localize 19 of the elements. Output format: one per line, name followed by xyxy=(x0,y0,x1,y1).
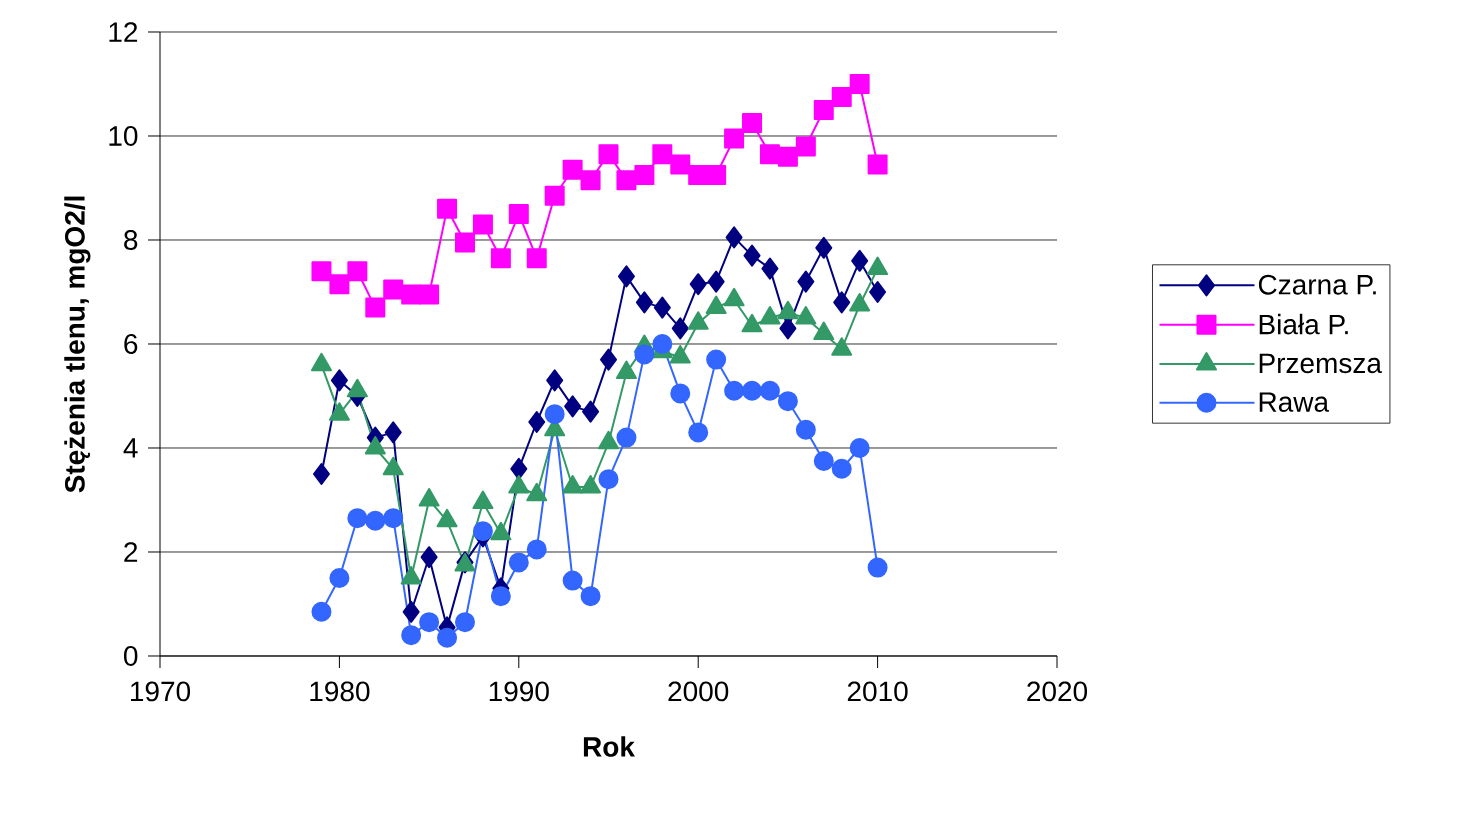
x-tick-label: 1990 xyxy=(489,681,549,702)
legend-label: Rawa xyxy=(1259,392,1330,412)
y-tick-label: 4 xyxy=(123,438,138,458)
legend-label: Przemsza xyxy=(1259,353,1382,374)
x-axis-title: Rok xyxy=(583,736,635,757)
x-tick-label: 1970 xyxy=(131,681,191,702)
x-tick-label: 2000 xyxy=(668,681,729,702)
x-tick-label: 1980 xyxy=(310,681,370,702)
y-tick-label: 12 xyxy=(109,22,138,42)
legend-label: Czarna P. xyxy=(1258,274,1376,295)
x-tick-label: 2010 xyxy=(847,681,908,702)
legend-label: Biała P. xyxy=(1259,313,1348,335)
y-tick-label: 8 xyxy=(124,230,138,250)
y-tick-label: 2 xyxy=(124,542,138,562)
y-axis-title: Stężenia tlenu, mgO2/l xyxy=(64,196,91,493)
y-tick-label: 0 xyxy=(124,646,138,666)
y-tick-label: 6 xyxy=(124,334,138,354)
x-tick-label: 2020 xyxy=(1027,681,1088,702)
y-tick-label: 10 xyxy=(109,126,138,146)
